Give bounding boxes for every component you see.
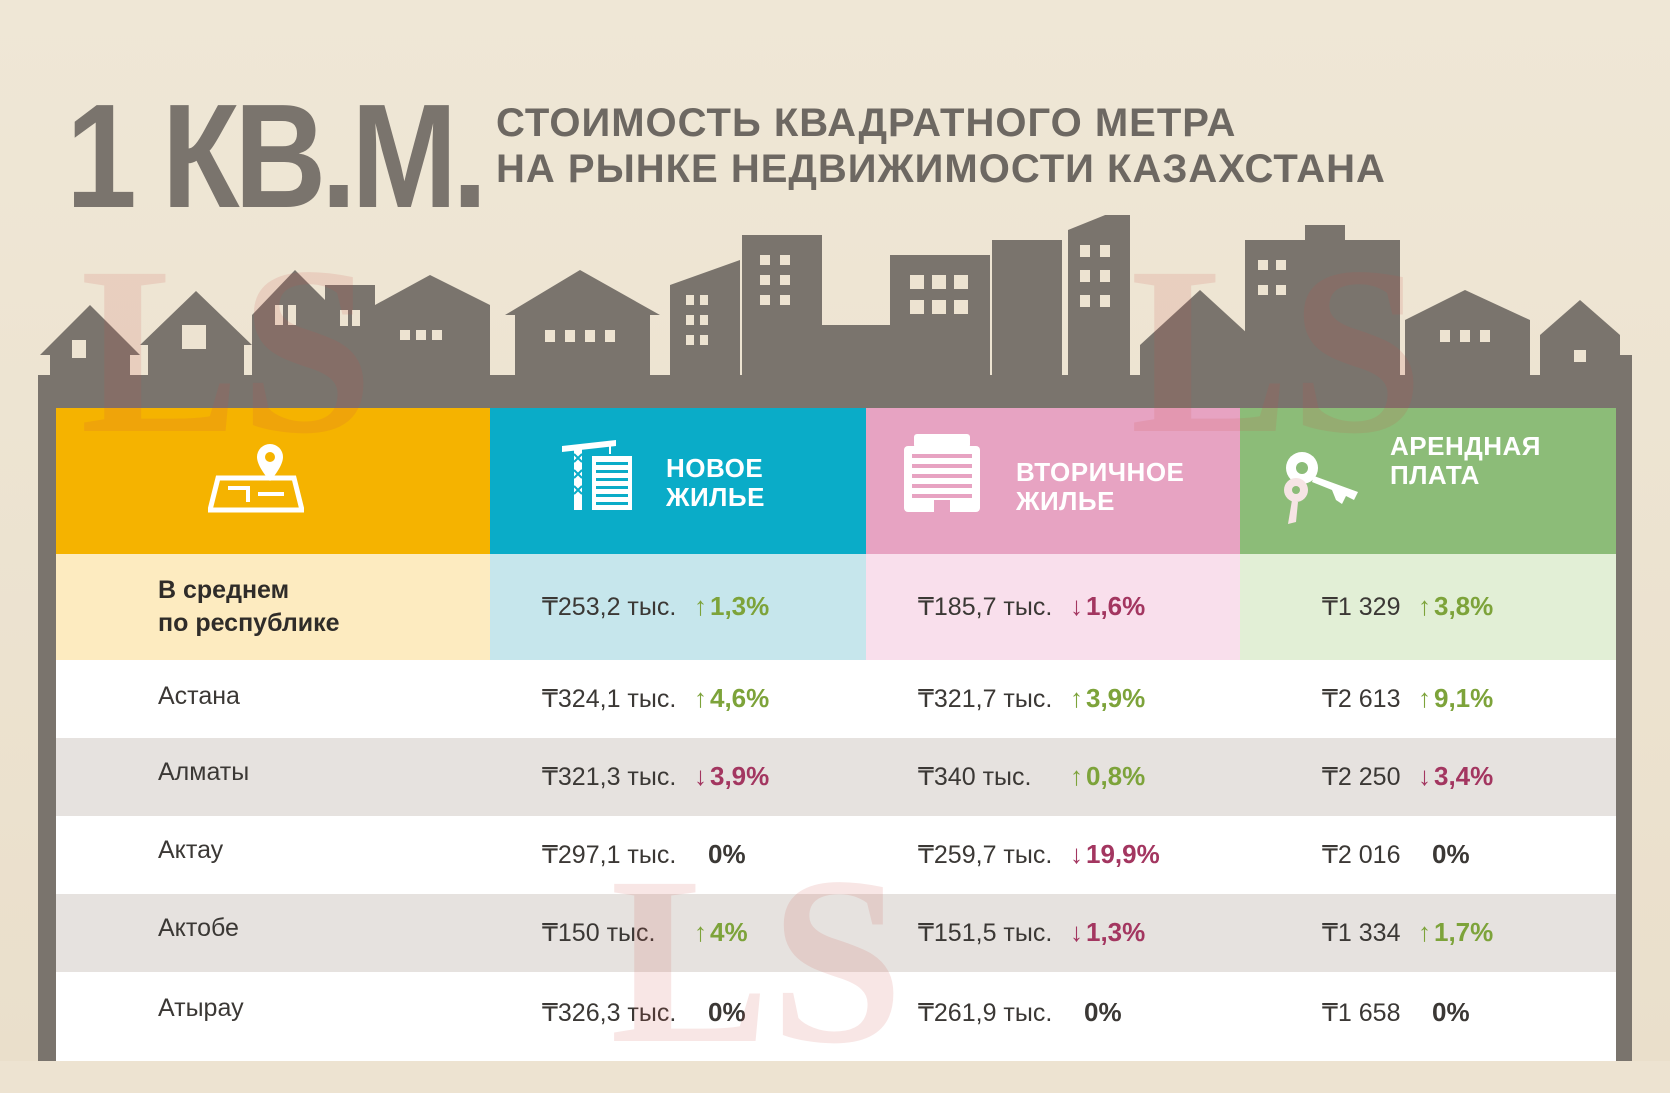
table-row: Атырау ₸326,3 тыс. 0% ₸261,9 тыс. 0% ₸1 … (56, 972, 1616, 1061)
rent-change: 0% (1432, 839, 1470, 869)
new-housing-change: ↑ 4% (694, 917, 748, 947)
arrow-up-icon: ↑ (694, 917, 707, 947)
new-housing-change: ↑ 4,6% (694, 683, 770, 713)
arrow-up-icon: ↑ (1418, 917, 1431, 947)
region-cell: В среднем по республике (56, 554, 490, 660)
arrow-up-icon: ↑ (1070, 683, 1083, 713)
region-name: Актау (158, 836, 224, 864)
keys-icon (1284, 452, 1358, 524)
city-skyline-illustration (38, 215, 1632, 415)
secondary-housing-price: ₸340 тыс. (918, 763, 1032, 791)
table-row: Астана ₸324,1 тыс. ↑ 4,6% ₸321,7 тыс. ↑ 3,… (56, 660, 1616, 738)
rent-price: ₸2 250 (1322, 763, 1401, 791)
rent-change: ↓ 3,4% (1418, 761, 1494, 791)
new-housing-price: ₸321,3 тыс. (542, 763, 677, 791)
secondary-housing-change: ↑ 0,8% (1070, 761, 1146, 791)
header-cell-secondary-housing: ВТОРИЧНОЕ ЖИЛЬЕ (866, 408, 1240, 554)
secondary-housing-price: ₸185,7 тыс. (918, 593, 1053, 621)
price-table: НОВОЕ ЖИЛЬЕ ВТОРИЧНОЕ ЖИЛЬЕ АРЕНДНАЯ ПЛА… (56, 408, 1616, 1061)
rent-price: ₸2 613 (1322, 685, 1401, 713)
rent-price: ₸1 334 (1322, 919, 1401, 947)
region-name: В среднем по республике (158, 576, 340, 637)
rent-change: 0% (1432, 997, 1470, 1027)
rent-price: ₸1 658 (1322, 999, 1401, 1027)
secondary-housing-price: ₸151,5 тыс. (918, 919, 1053, 947)
secondary-housing-cell: ₸185,7 тыс. ↓ 1,6% (866, 554, 1240, 660)
new-housing-change: ↑ 1,3% (694, 591, 770, 621)
new-housing-price: ₸324,1 тыс. (542, 685, 677, 713)
subtitle-line-1: СТОИМОСТЬ КВАДРАТНОГО МЕТРА (496, 101, 1237, 145)
table-row: Актобе ₸150 тыс. ↑ 4% ₸151,5 тыс. ↓ 1,3% ₸… (56, 894, 1616, 972)
table-row: Актау ₸297,1 тыс. 0% ₸259,7 тыс. ↓ 19,9% … (56, 816, 1616, 894)
crane-building-icon (562, 440, 632, 510)
page-title: 1 КВ.М. (66, 74, 488, 239)
header-label-rent: АРЕНДНАЯ ПЛАТА (1390, 431, 1541, 490)
rent-price: ₸2 016 (1322, 841, 1401, 869)
secondary-housing-change: ↓ 1,3% (1070, 917, 1146, 947)
subtitle-line-2: НА РЫНКЕ НЕДВИЖИМОСТИ КАЗАХСТАНА (496, 147, 1386, 191)
table-row-average: В среднем по республике ₸253,2 тыс. ↑ 1,3… (56, 554, 1616, 660)
page-subtitle: СТОИМОСТЬ КВАДРАТНОГО МЕТРА НА РЫНКЕ НЕД… (496, 100, 1386, 192)
region-name: Алматы (158, 758, 250, 786)
new-housing-price: ₸253,2 тыс. (542, 593, 677, 621)
new-housing-price: ₸326,3 тыс. (542, 999, 677, 1027)
secondary-housing-price: ₸259,7 тыс. (918, 841, 1053, 869)
header-label-secondary-housing: ВТОРИЧНОЕ ЖИЛЬЕ (1016, 457, 1185, 516)
secondary-housing-change: ↓ 1,6% (1070, 591, 1146, 621)
apartment-building-icon (904, 434, 980, 512)
region-name: Астана (158, 682, 240, 710)
region-name: Атырау (158, 994, 244, 1022)
arrow-down-icon: ↓ (694, 761, 707, 791)
map-pin-icon (208, 444, 304, 513)
new-housing-cell: ₸253,2 тыс. ↑ 1,3% (490, 554, 866, 660)
arrow-up-icon: ↑ (1418, 683, 1431, 713)
arrow-down-icon: ↓ (1070, 591, 1083, 621)
table-row: Алматы ₸321,3 тыс. ↓ 3,9% ₸340 тыс. ↑ 0,8%… (56, 738, 1616, 816)
header-label-new-housing: НОВОЕ ЖИЛЬЕ (666, 453, 765, 512)
rent-price: ₸1 329 (1322, 593, 1401, 621)
region-name: Актобе (158, 914, 239, 942)
secondary-housing-change: ↑ 3,9% (1070, 683, 1146, 713)
arrow-up-icon: ↑ (694, 591, 707, 621)
rent-change: ↑ 1,7% (1418, 917, 1494, 947)
rent-change: ↑ 9,1% (1418, 683, 1494, 713)
new-housing-price: ₸297,1 тыс. (542, 841, 677, 869)
secondary-housing-price: ₸321,7 тыс. (918, 685, 1053, 713)
rent-cell: ₸1 329 ↑ 3,8% (1240, 554, 1616, 660)
secondary-housing-change: ↓ 19,9% (1070, 839, 1160, 869)
arrow-down-icon: ↓ (1070, 839, 1083, 869)
new-housing-change: 0% (708, 839, 746, 869)
header-cell-rent: АРЕНДНАЯ ПЛАТА (1240, 408, 1616, 554)
arrow-down-icon: ↓ (1070, 917, 1083, 947)
arrow-up-icon: ↑ (1418, 591, 1431, 621)
secondary-housing-price: ₸261,9 тыс. (918, 999, 1053, 1027)
new-housing-price: ₸150 тыс. (542, 919, 656, 947)
new-housing-change: 0% (708, 997, 746, 1027)
arrow-up-icon: ↑ (694, 683, 707, 713)
arrow-up-icon: ↑ (1070, 761, 1083, 791)
arrow-down-icon: ↓ (1418, 761, 1431, 791)
header-cell-location (56, 408, 490, 554)
rent-change: ↑ 3,8% (1418, 591, 1494, 621)
secondary-housing-change: 0% (1084, 997, 1122, 1027)
new-housing-change: ↓ 3,9% (694, 761, 770, 791)
header-cell-new-housing: НОВОЕ ЖИЛЬЕ (490, 408, 866, 554)
